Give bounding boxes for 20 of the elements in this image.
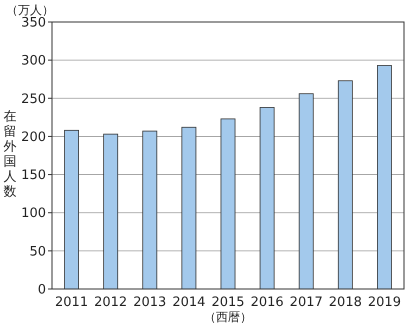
x-axis-title: （西暦） [204, 310, 252, 323]
x-tick-label: 2015 [211, 295, 245, 310]
x-tick-label: 2013 [133, 295, 166, 310]
y-axis-title: 在留外国人数 [4, 110, 16, 200]
x-tick-label: 2019 [368, 295, 401, 310]
y-tick-label: 300 [21, 54, 46, 69]
x-tick-label: 2017 [290, 295, 323, 310]
text: （万人） [6, 3, 54, 17]
y-tick-label: 250 [21, 92, 46, 107]
y-tick-label: 100 [21, 206, 46, 222]
x-tick-label: 2014 [172, 295, 206, 310]
x-tick-label: 2018 [328, 295, 362, 310]
x-tick-label: 2016 [250, 295, 284, 310]
y-tick-label: 200 [21, 130, 46, 145]
y-tick-label: 0 [38, 282, 46, 298]
y-tick-label: 50 [29, 244, 46, 260]
x-tick-label: 2011 [55, 295, 88, 310]
x-tick-label: 2012 [94, 295, 128, 310]
y-tick-label: 350 [21, 16, 46, 30]
y-tick-label: 150 [21, 168, 46, 184]
